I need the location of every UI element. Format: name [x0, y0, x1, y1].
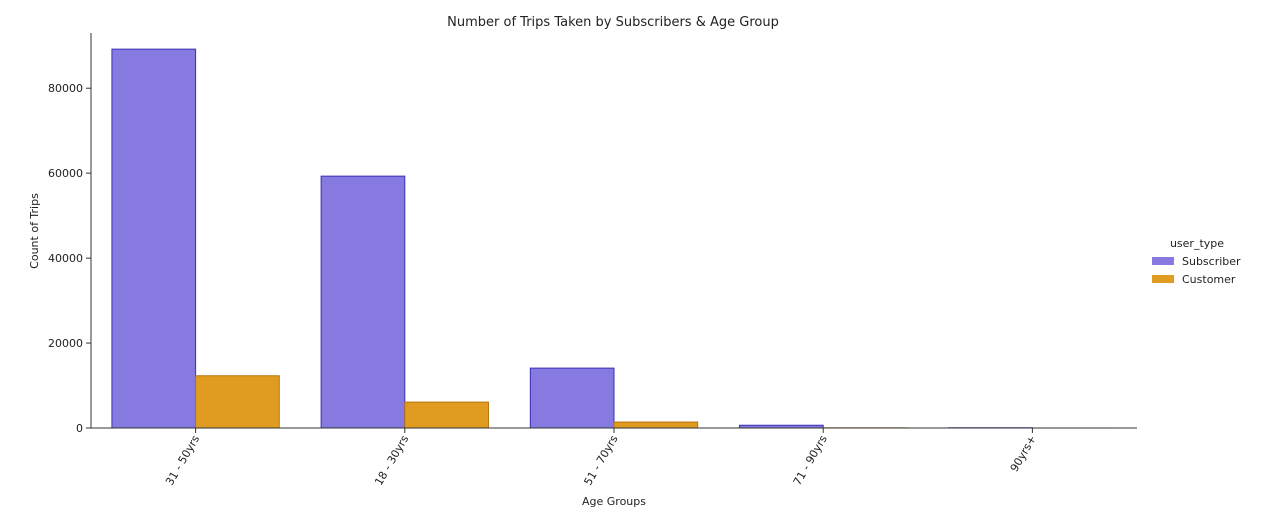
x-tick-label: 18 - 30yrs [372, 433, 411, 488]
bar-subscriber-1 [111, 48, 197, 429]
x-tick-label: 71 - 90yrs [791, 433, 830, 488]
y-axis-label: Count of Trips [28, 193, 41, 269]
x-axis-label: Age Groups [582, 495, 646, 508]
bar-subscriber-2 [320, 175, 406, 429]
bar-customer-2 [404, 401, 489, 429]
x-tick-label: 51 - 70yrs [581, 433, 620, 488]
y-tick-label: 20000 [48, 337, 83, 350]
legend-label-customer: Customer [1182, 273, 1236, 286]
legend-swatch-subscriber [1152, 257, 1174, 265]
legend: user_type Subscriber Customer [1152, 237, 1241, 286]
legend-swatch-customer [1152, 275, 1174, 283]
bar-customer-3 [613, 421, 699, 429]
bar-subscriber-3 [529, 367, 615, 429]
x-axis-ticks: 31 - 50yrs 18 - 30yrs 51 - 70yrs 71 - 90yrs… [163, 428, 1039, 488]
y-tick-label: 40000 [48, 252, 83, 265]
bar-customer-1 [195, 375, 280, 429]
x-tick-label: 31 - 50yrs [163, 433, 202, 488]
y-tick-label: 60000 [48, 167, 83, 180]
legend-label-subscriber: Subscriber [1182, 255, 1241, 268]
y-tick-label: 80000 [48, 82, 83, 95]
x-tick-label: 90yrs+ [1008, 433, 1039, 474]
y-axis-ticks: 0 20000 40000 60000 80000 [48, 82, 91, 435]
y-tick-label: 0 [76, 422, 83, 435]
bars-group [111, 48, 1117, 429]
legend-title: user_type [1170, 237, 1224, 250]
chart-title: Number of Trips Taken by Subscribers & A… [447, 15, 779, 30]
